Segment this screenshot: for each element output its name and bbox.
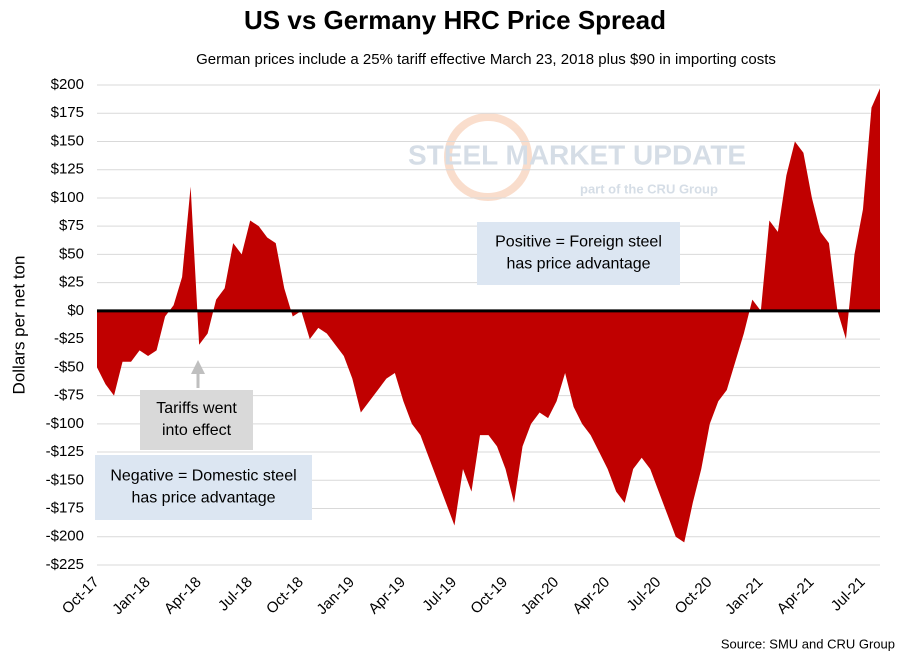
x-tick-label: Jul-19 xyxy=(419,574,460,615)
x-tick-label: Jan-20 xyxy=(518,574,562,618)
watermark: STEEL MARKET UPDATE part of the CRU Grou… xyxy=(408,113,746,201)
chart-subtitle: German prices include a 25% tariff effec… xyxy=(196,51,776,68)
y-tick-label: $200 xyxy=(51,76,84,93)
y-tick-label: -$200 xyxy=(46,528,84,545)
y-tick-label: -$25 xyxy=(54,330,84,347)
x-tick-label: Jul-20 xyxy=(623,574,664,615)
y-tick-label: $25 xyxy=(59,274,84,291)
y-axis-label: Dollars per net ton xyxy=(9,256,28,395)
y-tick-label: -$175 xyxy=(46,499,84,516)
annotation-text: has price advantage xyxy=(506,256,650,273)
y-tick-label: -$225 xyxy=(46,556,84,573)
x-tick-label: Jul-18 xyxy=(215,574,256,615)
annotation-box xyxy=(140,390,253,450)
y-tick-label: -$100 xyxy=(46,415,84,432)
annotation-text: has price advantage xyxy=(131,490,275,507)
arrow-head xyxy=(191,360,205,374)
y-tick-label: -$125 xyxy=(46,443,84,460)
y-tick-label: $0 xyxy=(67,302,84,319)
y-tick-label: $100 xyxy=(51,189,84,206)
x-tick-label: Oct-19 xyxy=(467,574,511,618)
annotation-box xyxy=(95,455,312,520)
area xyxy=(97,88,880,543)
x-tick-label: Apr-20 xyxy=(569,574,613,618)
annotation-text: Tariffs went xyxy=(156,400,237,417)
annotation-text: into effect xyxy=(162,422,232,439)
watermark-text: part of the CRU Group xyxy=(580,181,718,196)
x-tick-label: Jan-19 xyxy=(314,574,358,618)
x-tick-label: Oct-18 xyxy=(263,574,307,618)
x-tick-label: Jan-18 xyxy=(109,574,153,618)
x-tick-label: Jul-21 xyxy=(828,574,869,615)
y-tick-label: $150 xyxy=(51,132,84,149)
y-tick-label: -$50 xyxy=(54,358,84,375)
y-tick-label: $125 xyxy=(51,161,84,178)
y-tick-label: $50 xyxy=(59,245,84,262)
chart-title: US vs Germany HRC Price Spread xyxy=(244,5,666,35)
watermark-logo xyxy=(444,113,532,201)
watermark-text: STEEL MARKET UPDATE xyxy=(408,139,746,170)
x-tick-label: Oct-17 xyxy=(59,574,103,618)
y-tick-label: $175 xyxy=(51,104,84,121)
annotation-box xyxy=(477,222,680,285)
source: Source: SMU and CRU Group xyxy=(721,636,895,651)
y-tick-label: $75 xyxy=(59,217,84,234)
x-tick-label: Apr-18 xyxy=(161,574,205,618)
x-tick-label: Oct-20 xyxy=(672,574,716,618)
annotation-text: Negative = Domestic steel xyxy=(110,468,296,485)
y-tick-label: -$150 xyxy=(46,471,84,488)
x-tick-label: Jan-21 xyxy=(722,574,766,618)
y-tick-label: -$75 xyxy=(54,387,84,404)
x-tick-label: Apr-19 xyxy=(365,574,409,618)
annotation-text: Positive = Foreign steel xyxy=(495,234,662,251)
x-tick-label: Apr-21 xyxy=(774,574,818,618)
